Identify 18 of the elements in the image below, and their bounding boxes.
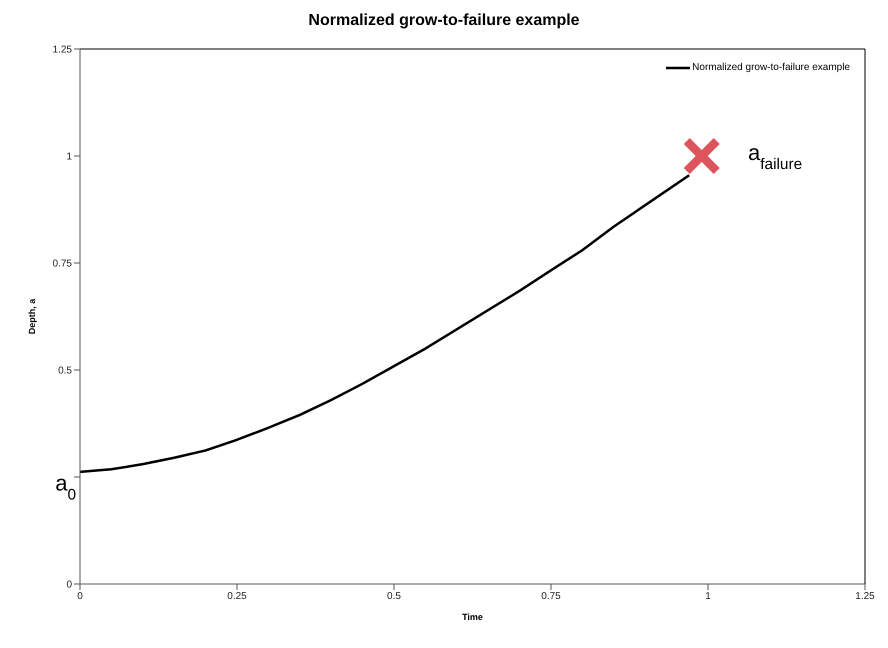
x-tick-label: 1.25 <box>855 591 876 602</box>
line-series <box>80 174 690 474</box>
y-tick-label: 1 <box>66 152 72 163</box>
y-axis-title: Depth, a <box>27 298 38 334</box>
annotation: a$_{failure}$ <box>748 140 802 172</box>
x-tick-label: 0.5 <box>387 591 402 602</box>
chart-title: Normalized grow-to-failure example <box>307 11 581 31</box>
x-tick-label: 0.75 <box>541 591 562 602</box>
x-tick-label: 0 <box>77 591 84 602</box>
y-tick-label: 0.75 <box>52 258 72 270</box>
y-tick-label: 1.25 <box>52 44 72 56</box>
y-tick-label: 0.5 <box>58 366 72 377</box>
x-tick-label: 1 <box>705 591 712 602</box>
legend-label: Normalized grow-to-failure example <box>692 62 850 73</box>
x-tick-label: 0.25 <box>227 591 248 602</box>
x-axis-title: Time <box>462 612 483 622</box>
y-tick-label: 0 <box>66 580 72 591</box>
annotation: a$_{0}$ <box>55 470 76 504</box>
